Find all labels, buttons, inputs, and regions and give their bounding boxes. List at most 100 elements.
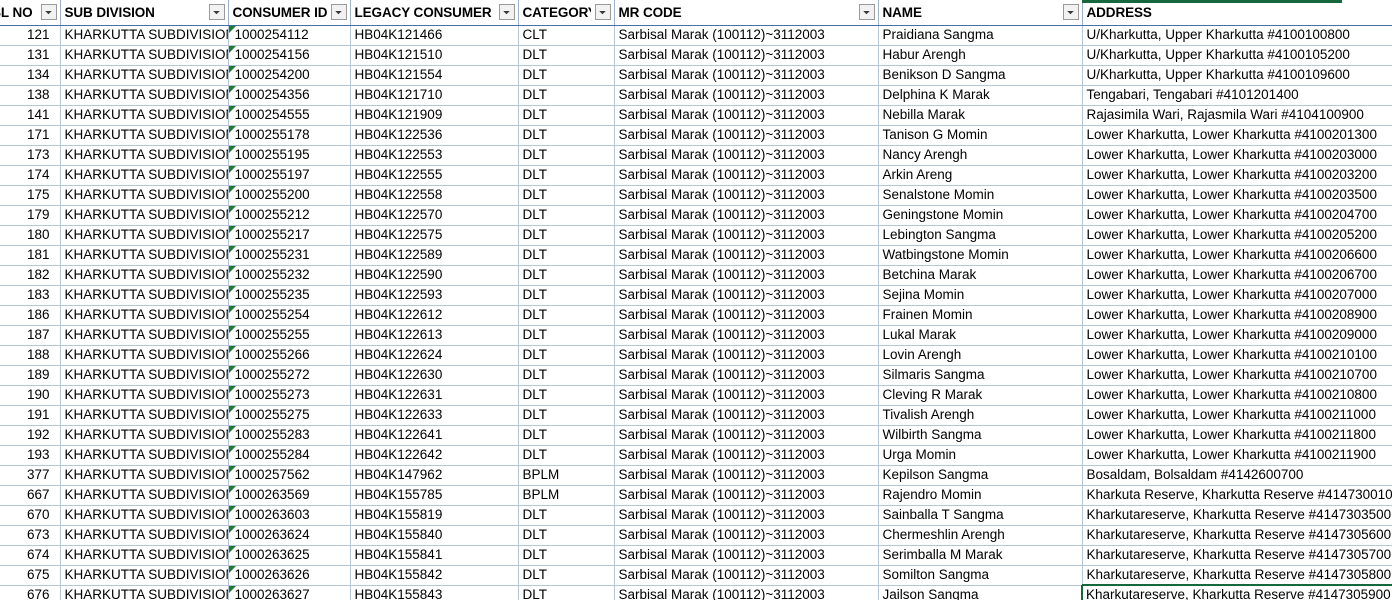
- cell-category[interactable]: DLT: [518, 45, 615, 66]
- cell-name[interactable]: Kepilson Sangma: [878, 465, 1083, 486]
- cell-sub-div[interactable]: KHARKUTTA SUBDIVISION: [60, 125, 229, 146]
- cell-category[interactable]: CLT: [518, 25, 615, 46]
- cell-mr-code[interactable]: Sarbisal Marak (100112)~3112003: [614, 185, 879, 206]
- cell-sl-no[interactable]: 121: [0, 25, 61, 46]
- table-row[interactable]: 667 KHARKUTTA SUBDIVISION 1000263569 HB04K1…: [0, 485, 1392, 506]
- cell-category[interactable]: DLT: [518, 545, 615, 566]
- cell-legacy-id[interactable]: HB04K122631: [350, 385, 519, 406]
- cell-mr-code[interactable]: Sarbisal Marak (100112)~3112003: [614, 265, 879, 286]
- cell-cons-id[interactable]: 1000263569: [228, 485, 351, 506]
- table-row[interactable]: 182 KHARKUTTA SUBDIVISION 1000255232 HB04K1…: [0, 265, 1392, 286]
- cell-name[interactable]: Senalstone Momin: [878, 185, 1083, 206]
- column-header-legacy-id[interactable]: LEGACY CONSUMER ID: [350, 0, 519, 26]
- cell-legacy-id[interactable]: HB04K122590: [350, 265, 519, 286]
- cell-mr-code[interactable]: Sarbisal Marak (100112)~3112003: [614, 85, 879, 106]
- cell-category[interactable]: DLT: [518, 325, 615, 346]
- table-row[interactable]: 675 KHARKUTTA SUBDIVISION 1000263626 HB04K1…: [0, 565, 1392, 586]
- column-header-category[interactable]: CATEGORY: [518, 0, 615, 26]
- table-row[interactable]: 190 KHARKUTTA SUBDIVISION 1000255273 HB04K1…: [0, 385, 1392, 406]
- cell-address[interactable]: U/Kharkutta, Upper Kharkutta #4100105200: [1082, 45, 1392, 66]
- cell-sl-no[interactable]: 183: [0, 285, 61, 306]
- cell-legacy-id[interactable]: HB04K155842: [350, 565, 519, 586]
- table-row[interactable]: 676 KHARKUTTA SUBDIVISION 1000263627 HB04K1…: [0, 584, 1392, 600]
- cell-address[interactable]: Lower Kharkutta, Lower Kharkutta #410021…: [1082, 345, 1392, 366]
- cell-sub-div[interactable]: KHARKUTTA SUBDIVISION: [60, 525, 229, 546]
- cell-category[interactable]: DLT: [518, 365, 615, 386]
- cell-sl-no[interactable]: 667: [0, 485, 61, 506]
- cell-category[interactable]: DLT: [518, 285, 615, 306]
- cell-category[interactable]: DLT: [518, 445, 615, 466]
- cell-mr-code[interactable]: Sarbisal Marak (100112)~3112003: [614, 485, 879, 506]
- cell-cons-id[interactable]: 1000255254: [228, 305, 351, 326]
- cell-address[interactable]: Lower Kharkutta, Lower Kharkutta #410020…: [1082, 265, 1392, 286]
- cell-cons-id[interactable]: 1000263627: [228, 585, 351, 600]
- cell-legacy-id[interactable]: HB04K122613: [350, 325, 519, 346]
- table-row[interactable]: 188 KHARKUTTA SUBDIVISION 1000255266 HB04K1…: [0, 345, 1392, 366]
- cell-sl-no[interactable]: 134: [0, 65, 61, 86]
- cell-sl-no[interactable]: 171: [0, 125, 61, 146]
- table-row[interactable]: 183 KHARKUTTA SUBDIVISION 1000255235 HB04K1…: [0, 285, 1392, 306]
- table-row[interactable]: 138 KHARKUTTA SUBDIVISION 1000254356 HB04K1…: [0, 85, 1392, 106]
- cell-legacy-id[interactable]: HB04K155843: [350, 585, 519, 600]
- cell-category[interactable]: DLT: [518, 165, 615, 186]
- cell-legacy-id[interactable]: HB04K122624: [350, 345, 519, 366]
- cell-legacy-id[interactable]: HB04K122641: [350, 425, 519, 446]
- table-row[interactable]: 131 KHARKUTTA SUBDIVISION 1000254156 HB04K1…: [0, 45, 1392, 66]
- cell-mr-code[interactable]: Sarbisal Marak (100112)~3112003: [614, 525, 879, 546]
- cell-sl-no[interactable]: 188: [0, 345, 61, 366]
- table-row[interactable]: 134 KHARKUTTA SUBDIVISION 1000254200 HB04K1…: [0, 65, 1392, 86]
- cell-sl-no[interactable]: 131: [0, 45, 61, 66]
- cell-address[interactable]: Bosaldam, Bolsaldam #4142600700: [1082, 465, 1392, 486]
- cell-cons-id[interactable]: 1000254156: [228, 45, 351, 66]
- cell-cons-id[interactable]: 1000255284: [228, 445, 351, 466]
- cell-legacy-id[interactable]: HB04K121554: [350, 65, 519, 86]
- cell-name[interactable]: Wilbirth Sangma: [878, 425, 1083, 446]
- cell-name[interactable]: Nebilla Marak: [878, 105, 1083, 126]
- cell-name[interactable]: Urga Momin: [878, 445, 1083, 466]
- table-row[interactable]: 173 KHARKUTTA SUBDIVISION 1000255195 HB04K1…: [0, 145, 1392, 166]
- cell-legacy-id[interactable]: HB04K122642: [350, 445, 519, 466]
- cell-sub-div[interactable]: KHARKUTTA SUBDIVISION: [60, 585, 229, 600]
- cell-name[interactable]: Sainballa T Sangma: [878, 505, 1083, 526]
- cell-address[interactable]: Lower Kharkutta, Lower Kharkutta #410020…: [1082, 245, 1392, 266]
- cell-sl-no[interactable]: 182: [0, 265, 61, 286]
- cell-category[interactable]: DLT: [518, 205, 615, 226]
- cell-sub-div[interactable]: KHARKUTTA SUBDIVISION: [60, 25, 229, 46]
- column-header-address[interactable]: ADDRESS: [1082, 0, 1392, 26]
- cell-address[interactable]: U/Kharkutta, Upper Kharkutta #4100109600: [1082, 65, 1392, 86]
- cell-address[interactable]: Lower Kharkutta, Lower Kharkutta #410020…: [1082, 205, 1392, 226]
- cell-name[interactable]: Tivalish Arengh: [878, 405, 1083, 426]
- cell-sl-no[interactable]: 676: [0, 585, 61, 600]
- cell-sub-div[interactable]: KHARKUTTA SUBDIVISION: [60, 165, 229, 186]
- cell-mr-code[interactable]: Sarbisal Marak (100112)~3112003: [614, 545, 879, 566]
- cell-address[interactable]: U/Kharkutta, Upper Kharkutta #4100100800: [1082, 25, 1392, 46]
- cell-category[interactable]: DLT: [518, 425, 615, 446]
- cell-sub-div[interactable]: KHARKUTTA SUBDIVISION: [60, 265, 229, 286]
- cell-legacy-id[interactable]: HB04K122555: [350, 165, 519, 186]
- cell-name[interactable]: Silmaris Sangma: [878, 365, 1083, 386]
- cell-sl-no[interactable]: 192: [0, 425, 61, 446]
- cell-sl-no[interactable]: 179: [0, 205, 61, 226]
- cell-sl-no[interactable]: 193: [0, 445, 61, 466]
- cell-address[interactable]: Lower Kharkutta, Lower Kharkutta #410020…: [1082, 225, 1392, 246]
- cell-mr-code[interactable]: Sarbisal Marak (100112)~3112003: [614, 445, 879, 466]
- cell-address[interactable]: Lower Kharkutta, Lower Kharkutta #410020…: [1082, 185, 1392, 206]
- cell-mr-code[interactable]: Sarbisal Marak (100112)~3112003: [614, 585, 879, 600]
- cell-address[interactable]: Lower Kharkutta, Lower Kharkutta #410020…: [1082, 285, 1392, 306]
- cell-sub-div[interactable]: KHARKUTTA SUBDIVISION: [60, 365, 229, 386]
- cell-name[interactable]: Nancy Arengh: [878, 145, 1083, 166]
- cell-address[interactable]: Rajasimila Wari, Rajasmila Wari #4104100…: [1082, 105, 1392, 126]
- cell-legacy-id[interactable]: HB04K121909: [350, 105, 519, 126]
- cell-category[interactable]: DLT: [518, 345, 615, 366]
- cell-category[interactable]: BPLM: [518, 465, 615, 486]
- column-header-sub-div[interactable]: SUB DIVISION: [60, 0, 229, 26]
- cell-sl-no[interactable]: 181: [0, 245, 61, 266]
- cell-name[interactable]: Jailson Sangma: [878, 585, 1083, 600]
- cell-sl-no[interactable]: 180: [0, 225, 61, 246]
- cell-cons-id[interactable]: 1000255235: [228, 285, 351, 306]
- cell-mr-code[interactable]: Sarbisal Marak (100112)~3112003: [614, 105, 879, 126]
- cell-name[interactable]: Tanison G Momin: [878, 125, 1083, 146]
- cell-cons-id[interactable]: 1000254356: [228, 85, 351, 106]
- cell-sub-div[interactable]: KHARKUTTA SUBDIVISION: [60, 305, 229, 326]
- cell-mr-code[interactable]: Sarbisal Marak (100112)~3112003: [614, 245, 879, 266]
